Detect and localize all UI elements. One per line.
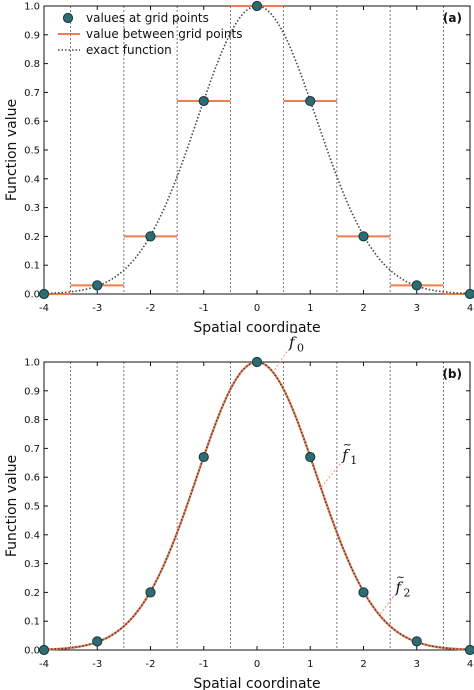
x-tick-label: 3 — [414, 659, 420, 670]
x-tick-label: -2 — [146, 303, 156, 314]
y-tick-label: 0.8 — [24, 59, 40, 70]
panel-label: (a) — [443, 11, 462, 25]
y-tick-label: 0.5 — [24, 146, 40, 157]
grid-point-marker — [464, 288, 474, 300]
grid-point-marker — [251, 0, 263, 12]
x-tick-label: -3 — [92, 303, 102, 314]
y-tick-label: 0.9 — [24, 30, 40, 41]
grid-point-marker — [358, 587, 369, 598]
y-axis-label: Function value — [4, 455, 20, 557]
x-tick-label: 4 — [467, 303, 473, 314]
y-tick-label: 0.8 — [24, 415, 40, 426]
y-tick-label: 1.0 — [24, 358, 40, 369]
y-tick-label: 0.3 — [24, 203, 40, 214]
annotation-subscript: 2 — [403, 586, 410, 599]
y-tick-label: 0.3 — [24, 559, 40, 570]
annotation-leader — [272, 351, 288, 373]
annotation-subscript: 1 — [350, 454, 357, 467]
grid-point-marker — [92, 636, 103, 647]
grid-point-marker — [251, 356, 263, 368]
grid-point-marker — [198, 95, 209, 107]
x-tick-label: 2 — [360, 303, 366, 314]
annotation-f-tilde: f — [288, 334, 297, 352]
annotation-leader — [320, 463, 341, 489]
exact-function-line — [43, 5, 471, 295]
tilde-mark: ~ — [343, 438, 352, 451]
x-axis-label: Spatial coordinate — [193, 320, 320, 336]
annotation-subscript: 0 — [297, 342, 304, 355]
grid-point-marker — [411, 280, 422, 291]
y-tick-label: 0.4 — [24, 530, 40, 541]
grid-point-marker — [92, 280, 103, 291]
x-tick-label: -1 — [199, 659, 209, 670]
y-tick-label: 0.1 — [24, 617, 40, 628]
annotation-f-tilde: f — [341, 446, 350, 464]
panel-a: -4 -3 -2 -1 0 1 2 3 4 0.0 0.1 0.2 0.3 0.4 0.5 0.6 0.7 0.8… — [4, 0, 474, 336]
grid-point-marker — [145, 587, 156, 598]
annotation-f-tilde: f — [394, 578, 403, 596]
legend-marker-grid-points — [62, 12, 74, 24]
x-tick-label: -3 — [92, 659, 102, 670]
grid-point-marker — [464, 644, 474, 656]
tilde-mark: ~ — [396, 570, 405, 583]
legend-label: exact function — [86, 43, 172, 57]
panel-label: (b) — [442, 367, 462, 381]
x-tick-label: 1 — [307, 659, 313, 670]
grid-point-marker — [38, 644, 50, 656]
y-tick-label: 0.7 — [24, 88, 40, 99]
x-tick-label: 1 — [307, 303, 313, 314]
x-tick-label: 4 — [467, 659, 473, 670]
exact-function-line — [43, 361, 471, 651]
y-tick-label: 0.2 — [24, 588, 40, 599]
legend-label: values at grid points — [86, 11, 209, 25]
x-tick-label: -2 — [146, 659, 156, 670]
x-tick-label: -1 — [199, 303, 209, 314]
panel-b: -4 -3 -2 -1 0 1 2 3 4 0.0 0.1 0.2 0.3 0.4 0.5 0.6 0.7 0.8… — [4, 326, 474, 690]
x-tick-label: -4 — [39, 303, 49, 314]
y-tick-label: 1.0 — [24, 2, 40, 13]
x-tick-label: -4 — [39, 659, 49, 670]
y-tick-label: 0.2 — [24, 232, 40, 243]
y-tick-label: 0.1 — [24, 261, 40, 272]
grid-point-marker — [198, 451, 209, 463]
grid-point-marker — [145, 231, 156, 242]
y-axis-label: Function value — [4, 99, 20, 201]
grid-point-marker — [305, 95, 316, 107]
y-tick-label: 0.6 — [24, 117, 40, 128]
y-tick-label: 0.5 — [24, 502, 40, 513]
y-tick-label: 0.9 — [24, 386, 40, 397]
grid-point-marker — [358, 231, 369, 242]
y-tick-label: 0.4 — [24, 174, 40, 185]
grid-point-marker — [38, 288, 50, 300]
legend-label: value between grid points — [86, 27, 242, 41]
y-tick-label: 0.0 — [24, 646, 40, 657]
grid-point-marker — [305, 451, 316, 463]
x-axis-label: Spatial coordinate — [193, 676, 320, 690]
grid-point-marker — [411, 636, 422, 647]
x-tick-label: 0 — [254, 659, 260, 670]
y-tick-label: 0.7 — [24, 444, 40, 455]
x-tick-label: 3 — [414, 303, 420, 314]
x-tick-label: 2 — [360, 659, 366, 670]
tilde-mark: ~ — [289, 326, 298, 339]
x-tick-label: 0 — [254, 303, 260, 314]
y-tick-label: 0.0 — [24, 290, 40, 301]
y-tick-label: 0.6 — [24, 473, 40, 484]
